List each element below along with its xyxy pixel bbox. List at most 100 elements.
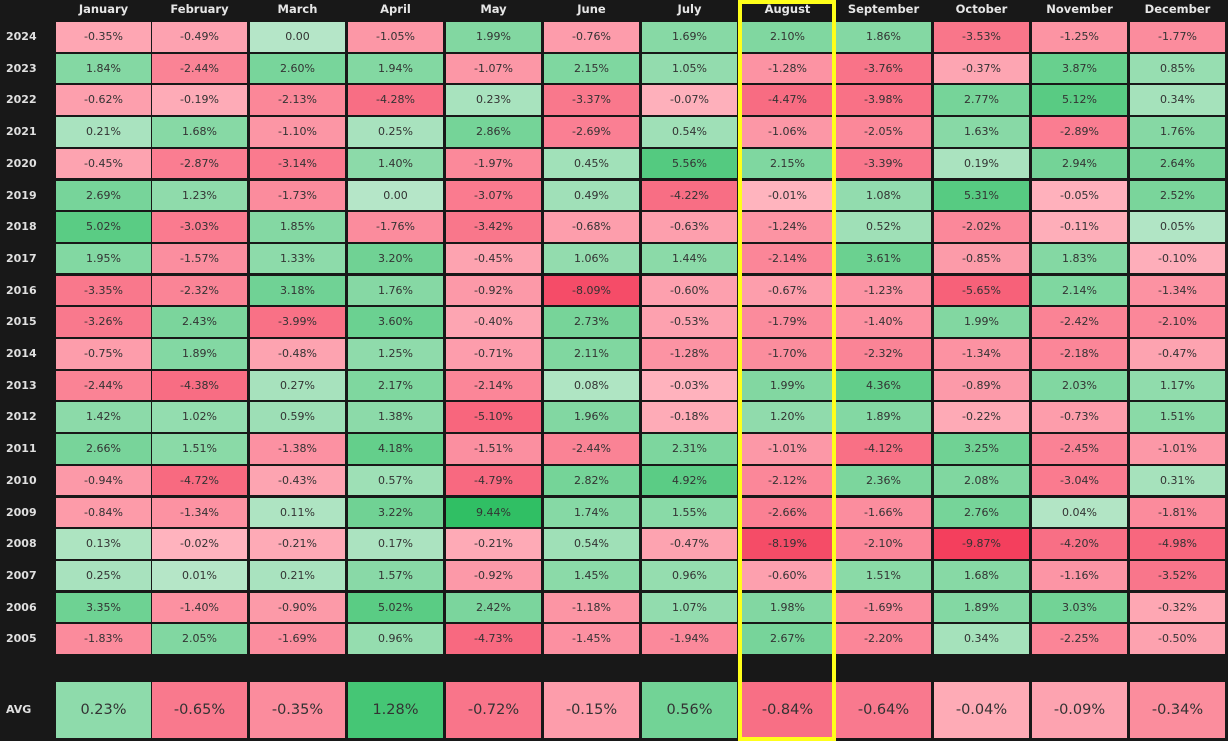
heatmap-cell: -1.18% (544, 592, 639, 623)
heatmap-cell: 2.73% (544, 307, 639, 337)
heatmap-cell: -0.60% (642, 275, 737, 306)
heatmap-cell: -1.94% (642, 624, 737, 654)
year-row-2006: 2006 3.35% -1.40% -0.90% 5.02% 2.42% -1.18% 1.0… (0, 592, 1228, 623)
month-header-july: July (677, 2, 702, 16)
heatmap-cell: -2.02% (934, 212, 1029, 242)
average-label: AVG (6, 703, 32, 716)
heatmap-cell: 1.96% (544, 402, 639, 432)
heatmap-cell: 2.43% (152, 307, 247, 337)
heatmap-cell: -2.18% (1032, 339, 1127, 369)
heatmap-cell: 1.25% (348, 339, 443, 369)
year-row-2018: 2018 5.02% -3.03% 1.85% -1.76% -3.42% -0.68% -0… (0, 212, 1228, 242)
heatmap-cell: 1.17% (1130, 370, 1225, 401)
heatmap-cell: -1.73% (250, 180, 345, 210)
heatmap-cell: -2.66% (740, 497, 835, 527)
heatmap-cell: -3.99% (250, 307, 345, 337)
heatmap-cell: -1.83% (56, 624, 151, 654)
year-label: 2008 (6, 537, 37, 551)
heatmap-cell: 2.67% (740, 624, 835, 654)
heatmap-cell: 3.25% (934, 434, 1029, 464)
heatmap-cell: 1.86% (836, 22, 931, 52)
month-header-november: November (1046, 2, 1113, 16)
heatmap-cell: 5.31% (934, 180, 1029, 210)
heatmap-cell: 1.40% (348, 148, 443, 179)
heatmap-cell: -0.67% (740, 275, 835, 306)
heatmap-cell: 2.66% (56, 434, 151, 464)
heatmap-cell: 0.17% (348, 529, 443, 559)
heatmap-cell: 1.08% (836, 180, 931, 210)
heatmap-cell: 1.94% (348, 53, 443, 84)
heatmap-cell: -0.45% (56, 148, 151, 179)
heatmap-cell: 3.61% (836, 243, 931, 274)
heatmap-cell: -1.16% (1032, 560, 1127, 591)
year-row-2012: 2012 1.42% 1.02% 0.59% 1.38% -5.10% 1.96% -0.18… (0, 402, 1228, 432)
heatmap-cell: -1.28% (740, 53, 835, 84)
heatmap-cell: 0.05% (1130, 212, 1225, 242)
year-row-2011: 2011 2.66% 1.51% -1.38% 4.18% -1.51% -2.44% 2.3… (0, 434, 1228, 464)
year-label: 2009 (6, 505, 37, 519)
average-cell: -0.09% (1032, 682, 1127, 738)
heatmap-cell: 3.20% (348, 243, 443, 274)
heatmap-cell: 0.00 (250, 22, 345, 52)
heatmap-cell: 1.83% (1032, 243, 1127, 274)
heatmap-cell: 0.52% (836, 212, 931, 242)
heatmap-cell: -0.47% (642, 529, 737, 559)
heatmap-cell: -3.53% (934, 22, 1029, 52)
heatmap-cell: -1.10% (250, 117, 345, 147)
heatmap-cell: -0.89% (934, 370, 1029, 401)
heatmap-cell: 1.33% (250, 243, 345, 274)
heatmap-cell: -8.19% (740, 529, 835, 559)
heatmap-cell: 1.51% (836, 560, 931, 591)
heatmap-cell: -0.49% (152, 22, 247, 52)
heatmap-cell: 1.76% (1130, 117, 1225, 147)
year-label: 2010 (6, 473, 37, 487)
heatmap-cell: 1.89% (152, 339, 247, 369)
heatmap-cell: 2.11% (544, 339, 639, 369)
heatmap-cell: 1.84% (56, 53, 151, 84)
year-label: 2022 (6, 93, 37, 107)
heatmap-cell: 1.99% (446, 22, 541, 52)
heatmap-cell: -3.07% (446, 180, 541, 210)
heatmap-cell: -2.32% (152, 275, 247, 306)
heatmap-cell: -2.10% (836, 529, 931, 559)
heatmap-cell: -2.45% (1032, 434, 1127, 464)
heatmap-cell: 0.54% (642, 117, 737, 147)
heatmap-cell: 0.54% (544, 529, 639, 559)
average-cell: -0.35% (250, 682, 345, 738)
month-header-february: February (170, 2, 229, 16)
heatmap-cell: 1.06% (544, 243, 639, 274)
heatmap-cell: 1.23% (152, 180, 247, 210)
heatmap-cell: 2.69% (56, 180, 151, 210)
heatmap-cell: 1.98% (740, 592, 835, 623)
heatmap-cell: 2.42% (446, 592, 541, 623)
heatmap-cell: -3.03% (152, 212, 247, 242)
heatmap-cell: 0.21% (250, 560, 345, 591)
heatmap-cell: 0.45% (544, 148, 639, 179)
heatmap-cell: 0.04% (1032, 497, 1127, 527)
year-label: 2015 (6, 315, 37, 329)
heatmap-cell: 1.05% (642, 53, 737, 84)
heatmap-cell: 4.92% (642, 465, 737, 496)
heatmap-cell: -1.34% (152, 497, 247, 527)
heatmap-cell: -0.01% (740, 180, 835, 210)
heatmap-cell: 0.25% (56, 560, 151, 591)
heatmap-cell: -2.44% (56, 370, 151, 401)
heatmap-cell: -1.28% (642, 339, 737, 369)
heatmap-cell: 2.15% (740, 148, 835, 179)
heatmap-cell: -0.32% (1130, 592, 1225, 623)
heatmap-cell: 1.74% (544, 497, 639, 527)
heatmap-cell: -0.92% (446, 560, 541, 591)
heatmap-cell: -3.42% (446, 212, 541, 242)
heatmap-cell: -0.63% (642, 212, 737, 242)
year-row-2016: 2016 -3.35% -2.32% 3.18% 1.76% -0.92% -8.09% -0… (0, 275, 1228, 306)
heatmap-cell: -1.57% (152, 243, 247, 274)
heatmap-cell: -5.10% (446, 402, 541, 432)
average-cell: 0.56% (642, 682, 737, 738)
heatmap-cell: 2.60% (250, 53, 345, 84)
heatmap-cell: -3.35% (56, 275, 151, 306)
heatmap-cell: 5.02% (56, 212, 151, 242)
heatmap-cell: -0.37% (934, 53, 1029, 84)
heatmap-cell: -0.85% (934, 243, 1029, 274)
year-label: 2007 (6, 568, 37, 582)
heatmap-cell: 0.08% (544, 370, 639, 401)
